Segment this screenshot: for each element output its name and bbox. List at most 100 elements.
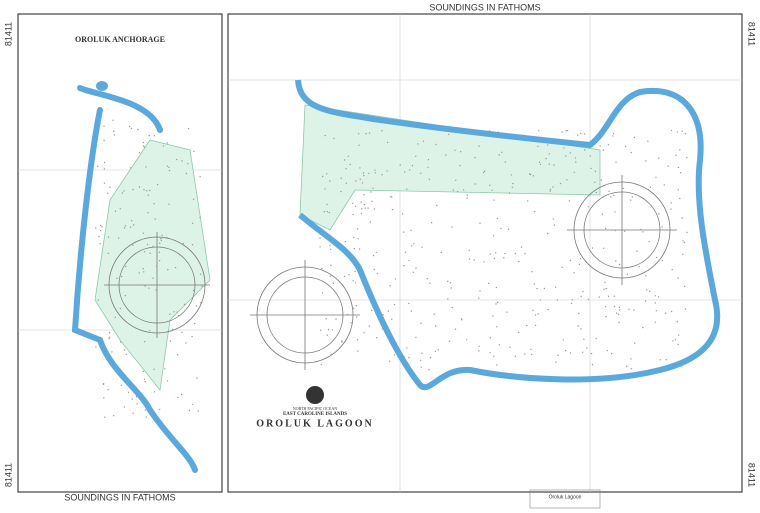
- sounding-dot: [143, 271, 145, 273]
- sounding-dot: [144, 341, 146, 343]
- sounding-dot: [503, 257, 505, 259]
- sounding-dot: [374, 172, 376, 174]
- sounding-dot: [97, 165, 99, 167]
- sounding-dot: [454, 149, 456, 151]
- sounding-dot: [358, 133, 360, 135]
- sounding-dot: [352, 202, 354, 204]
- sounding-dot: [447, 280, 449, 282]
- sounding-dot: [161, 234, 163, 236]
- sounding-dot: [348, 274, 350, 276]
- sounding-dot: [180, 393, 183, 396]
- sounding-dot: [116, 277, 118, 279]
- sounding-dot: [435, 143, 437, 146]
- sounding-dot: [584, 149, 586, 151]
- sounding-dot: [200, 302, 202, 304]
- inset-frame: [17, 13, 223, 493]
- sounding-dot: [495, 286, 498, 289]
- sounding-dot: [103, 397, 105, 399]
- sounding-dot: [557, 354, 559, 357]
- sounding-dot: [114, 210, 117, 212]
- sounding-dot: [327, 328, 330, 331]
- sounding-dot: [678, 334, 680, 336]
- sounding-dot: [566, 130, 569, 132]
- sounding-dot: [674, 339, 677, 341]
- sounding-dot: [132, 244, 134, 246]
- sounding-dot: [633, 309, 635, 311]
- sounding-dot: [149, 189, 151, 192]
- sounding-dot: [319, 237, 321, 239]
- sounding-dot: [527, 200, 529, 202]
- sounding-dot: [657, 296, 660, 298]
- sounding-dot: [663, 184, 665, 186]
- sounding-dot: [489, 337, 492, 339]
- sounding-dot: [103, 182, 106, 184]
- sounding-dot: [321, 267, 323, 270]
- sounding-dot: [142, 145, 145, 147]
- sounding-dot: [647, 140, 649, 142]
- sounding-dot: [197, 410, 199, 412]
- sounding-dot: [97, 299, 99, 301]
- sounding-dot: [501, 151, 503, 153]
- sounding-dot: [539, 299, 541, 301]
- sounding-dot: [138, 272, 140, 274]
- footer-title: SOUNDINGS IN FATHOMS: [64, 492, 175, 502]
- sounding-dot: [143, 146, 146, 148]
- sounding-dot: [362, 172, 365, 174]
- sounding-dot: [577, 134, 579, 136]
- sounding-dot: [454, 328, 457, 330]
- sounding-dot: [608, 190, 610, 192]
- sounding-dot: [408, 302, 410, 305]
- sounding-dot: [538, 130, 540, 132]
- sounding-dot: [101, 341, 103, 344]
- sounding-dot: [546, 232, 549, 235]
- sounding-dot: [555, 361, 557, 363]
- sounding-dot: [624, 230, 626, 232]
- sounding-dot: [136, 403, 138, 405]
- sounding-dot: [447, 298, 449, 300]
- sounding-dot: [153, 368, 155, 370]
- sounding-dot: [123, 406, 126, 408]
- sounding-dot: [591, 247, 594, 249]
- sounding-dot: [381, 174, 383, 176]
- sounding-dot: [547, 144, 549, 146]
- sounding-dot: [580, 328, 582, 330]
- sounding-dot: [386, 141, 389, 144]
- sounding-dot: [168, 166, 170, 169]
- sounding-dot: [138, 152, 141, 154]
- sounding-dot: [506, 311, 508, 313]
- sounding-dot: [120, 384, 123, 386]
- inset-title: OROLUK ANCHORAGE: [75, 35, 165, 44]
- sounding-dot: [363, 174, 365, 177]
- inset-compass-rose: [104, 232, 210, 338]
- sounding-dot: [459, 165, 461, 167]
- sounding-dot: [107, 389, 109, 391]
- inset-anchorage-area: [94, 139, 211, 391]
- sounding-dot: [630, 358, 632, 360]
- sounding-dot: [144, 409, 147, 411]
- sounding-dot: [420, 366, 422, 368]
- sounding-dot: [129, 226, 132, 228]
- sounding-dot: [612, 135, 614, 137]
- sounding-dot: [349, 163, 351, 166]
- sounding-dot: [394, 278, 397, 280]
- sounding-dot: [606, 350, 608, 352]
- sounding-dot: [382, 314, 384, 316]
- sounding-dot: [646, 289, 648, 291]
- sounding-dot: [156, 183, 159, 186]
- sounding-dot: [333, 137, 335, 140]
- title-block: [529, 489, 601, 509]
- sounding-dot: [107, 236, 110, 238]
- sounding-dot: [468, 258, 471, 260]
- sounding-dot: [582, 351, 584, 353]
- sounding-dot: [449, 282, 452, 284]
- sounding-dot: [410, 229, 412, 232]
- sounding-dot: [118, 237, 120, 239]
- sounding-dot: [412, 271, 414, 273]
- sounding-dot: [160, 239, 162, 242]
- sounding-dot: [605, 227, 607, 230]
- sounding-dot: [176, 311, 178, 313]
- sounding-dot: [123, 190, 125, 192]
- sounding-dot: [679, 172, 682, 174]
- sounding-dot: [618, 306, 620, 309]
- sounding-dot: [552, 186, 554, 188]
